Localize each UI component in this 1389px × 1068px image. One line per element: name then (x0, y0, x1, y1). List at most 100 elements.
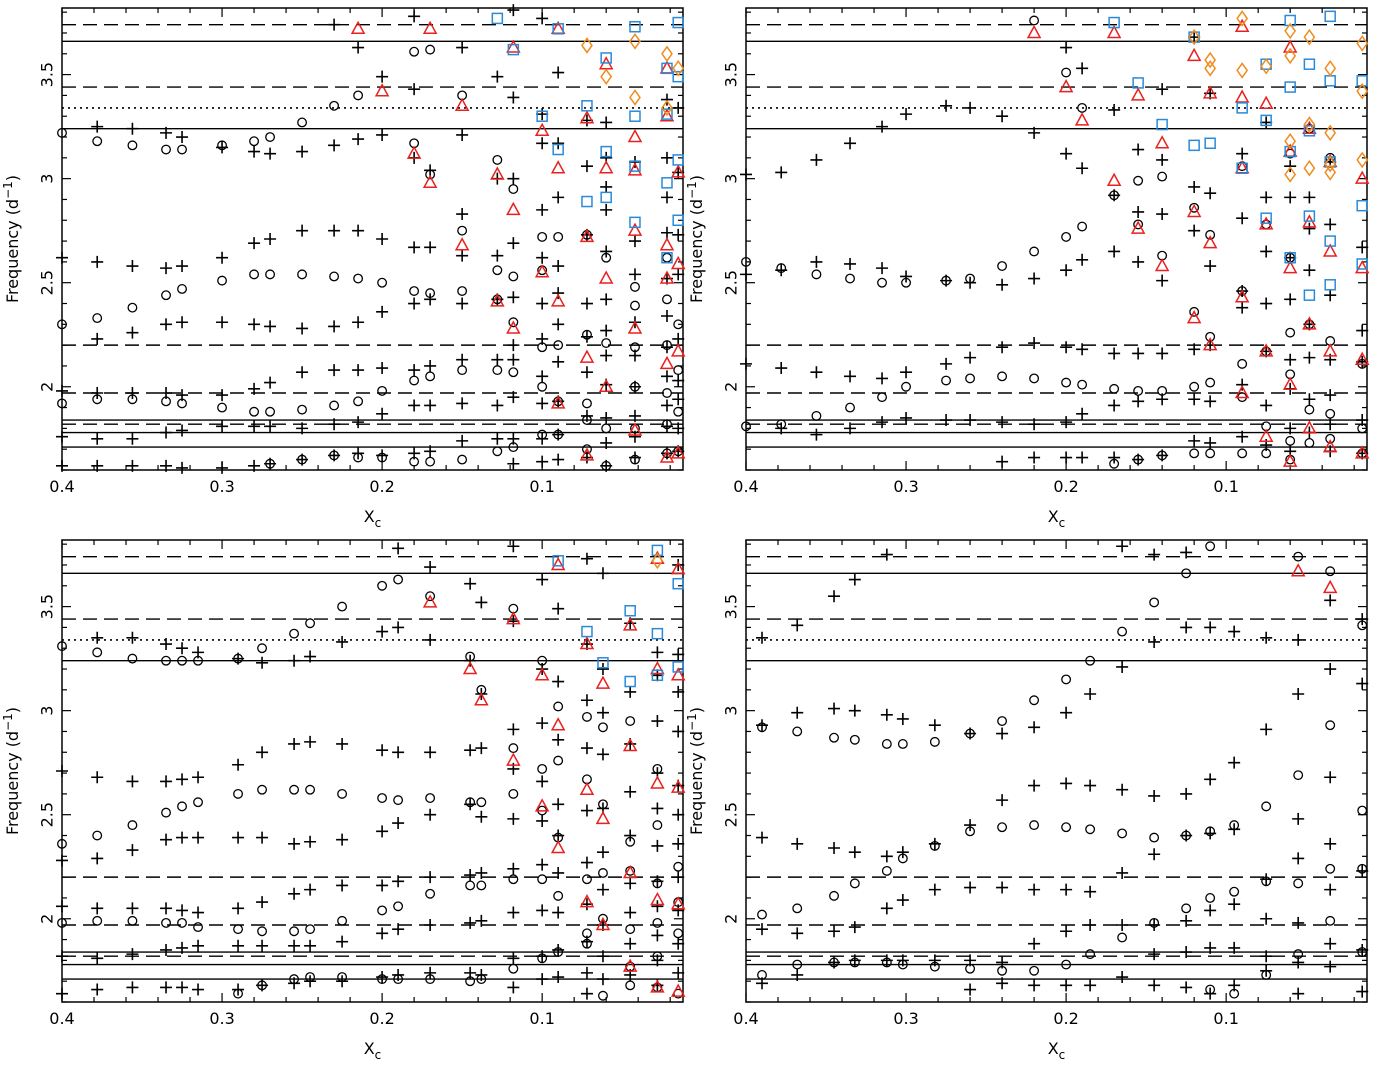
plus-marker (192, 771, 205, 784)
plus-marker (791, 968, 804, 981)
triangle-marker (1106, 24, 1122, 39)
plus-marker (91, 332, 104, 345)
plus-marker (552, 66, 565, 79)
triangle-marker (534, 264, 550, 278)
square-marker (600, 52, 612, 64)
plus-marker (126, 948, 139, 961)
triangle-marker (598, 270, 614, 284)
plus-marker (964, 881, 977, 894)
circle-marker (57, 641, 67, 652)
triangle-marker (534, 122, 550, 137)
plus-marker (628, 380, 641, 393)
plus-marker (176, 260, 189, 273)
plus-marker (672, 228, 685, 241)
circle-marker (425, 371, 436, 382)
circle-marker (652, 917, 663, 928)
plus-marker (1324, 883, 1337, 896)
plus-marker (552, 191, 565, 204)
circle-marker (127, 140, 138, 151)
circle-marker (1061, 822, 1072, 833)
plus-marker (248, 420, 261, 433)
plus-marker (160, 126, 173, 139)
circle-marker (598, 868, 608, 878)
circle-marker (492, 365, 503, 376)
plus-marker (775, 362, 788, 375)
plus-marker (376, 879, 389, 892)
plus-marker (1292, 916, 1305, 929)
plus-marker (844, 137, 857, 150)
circle-marker (673, 406, 684, 417)
circle-marker (409, 46, 420, 57)
plus-marker (456, 128, 469, 141)
triangle-marker (670, 561, 686, 575)
square-marker (552, 143, 564, 156)
plus-marker (256, 939, 269, 952)
square-marker (651, 627, 664, 640)
y-tick-label: 2 (722, 382, 741, 392)
square-marker (581, 625, 593, 638)
plus-marker (232, 758, 245, 771)
plus-marker (1292, 987, 1305, 1000)
panel-top-right: 0.4 0.3 0.2 0.1 2 2.5 3 3.5 Xc Frequency (d−1) (685, 7, 1370, 530)
plus-marker (791, 837, 804, 850)
circle-marker (337, 601, 348, 612)
triangle-marker (506, 611, 521, 625)
plus-marker (996, 794, 1009, 807)
plus-marker (464, 916, 477, 929)
circle-marker (257, 784, 268, 795)
circle-marker (811, 269, 822, 280)
plus-marker (672, 966, 685, 979)
plus-marker (1324, 218, 1337, 231)
circle-marker (662, 252, 672, 263)
plus-marker (1116, 971, 1129, 984)
diamond-marker (581, 37, 593, 54)
plus-marker (672, 374, 685, 387)
plus-marker (1356, 985, 1369, 998)
triangle-marker (627, 162, 643, 176)
plus-marker (1084, 779, 1097, 792)
circle-marker (1205, 448, 1216, 459)
plus-marker (580, 966, 593, 979)
plus-marker (580, 160, 593, 173)
plus-marker (264, 457, 277, 470)
circle-marker (127, 820, 138, 831)
plus-marker (1156, 274, 1169, 287)
square-marker (629, 160, 641, 172)
plus-marker (536, 455, 549, 468)
plus-marker (216, 389, 229, 402)
plus-marker (126, 122, 139, 135)
triangle-marker (1282, 260, 1298, 274)
plus-marker (296, 145, 309, 158)
plus-marker (896, 954, 909, 967)
triangle-marker (670, 343, 686, 357)
plus-marker (232, 939, 245, 952)
circle-marker (92, 136, 103, 147)
circle-marker (377, 905, 388, 916)
plus-marker (1028, 937, 1041, 950)
circle-marker (1109, 383, 1120, 394)
circle-marker (601, 338, 612, 349)
plus-marker (1356, 864, 1369, 877)
plus-marker (456, 297, 469, 310)
circle-marker (425, 591, 436, 602)
plus-marker (456, 249, 469, 262)
plus-marker (844, 422, 857, 435)
x-axis-label: Xc (1048, 1039, 1066, 1062)
panel-top-left: 0.4 0.3 0.2 0.1 2 2.5 3 3.5 Xc Frequency (d−1) (1, 4, 686, 530)
plus-marker (596, 846, 609, 859)
diamond-marker (1204, 60, 1217, 77)
triangle-marker (627, 128, 643, 143)
circle-marker (877, 392, 887, 403)
triangle-marker (659, 270, 675, 284)
plus-marker (660, 191, 673, 204)
square-marker (552, 555, 564, 567)
plus-marker (296, 366, 309, 379)
plus-marker (536, 717, 549, 730)
circle-marker (598, 722, 608, 733)
plus-marker (600, 411, 613, 424)
plus-marker (507, 172, 520, 185)
triangle-marker (1322, 439, 1338, 453)
circle-marker (1133, 219, 1144, 230)
plus-marker (672, 871, 685, 884)
plus-marker (475, 866, 488, 879)
